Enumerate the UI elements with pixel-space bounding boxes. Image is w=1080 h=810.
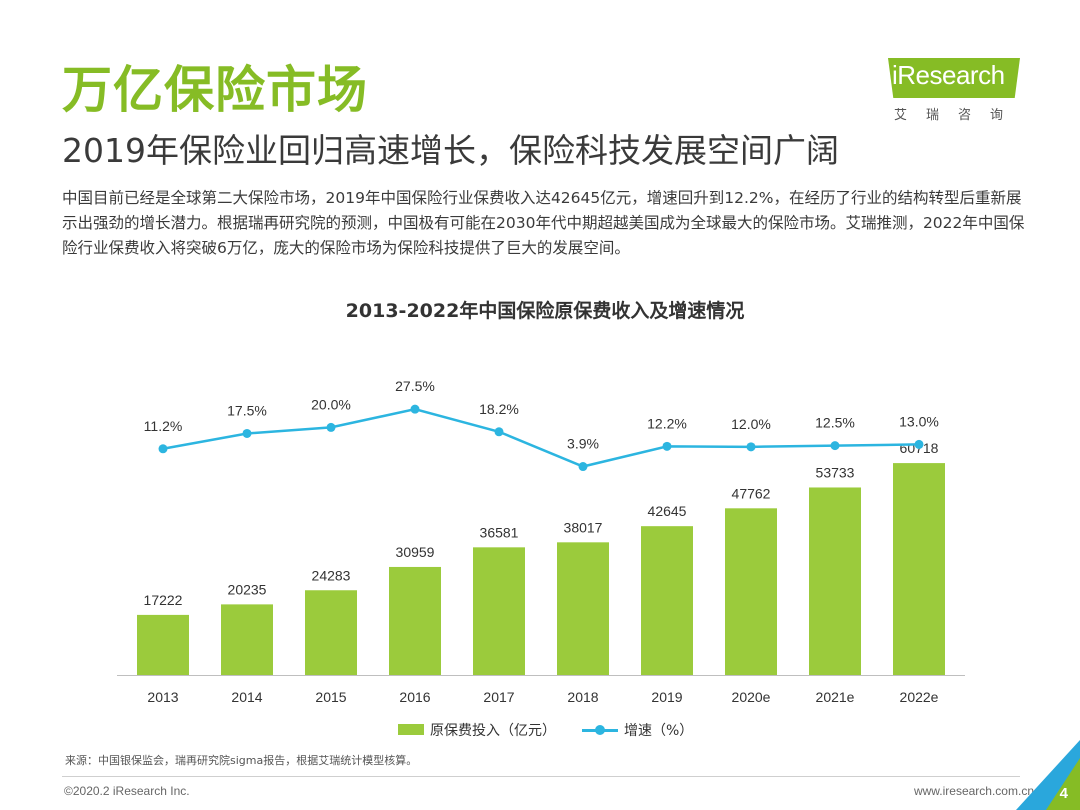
corner-decoration: 4 — [1016, 740, 1080, 810]
bar-value-label: 38017 — [564, 519, 603, 535]
growth-point — [242, 428, 252, 438]
x-tick-label: 2018 — [567, 689, 598, 705]
intro-paragraph: 中国目前已经是全球第二大保险市场，2019年中国保险行业保费收入达42645亿元… — [62, 189, 1025, 257]
logo-wordmark: iResearch — [892, 60, 1005, 90]
bar — [725, 508, 777, 675]
bar-value-label: 20235 — [228, 581, 267, 597]
bar-value-label: 53733 — [816, 464, 855, 480]
legend-bar-swatch — [398, 724, 424, 735]
bar — [221, 604, 273, 675]
iresearch-logo: iResearch 艾瑞咨询 — [882, 58, 1022, 128]
growth-value-label: 11.2% — [144, 418, 183, 434]
growth-point — [326, 422, 336, 432]
page-subtitle: 2019年保险业回归高速增长，保险科技发展空间广阔 — [62, 131, 839, 170]
bar-value-label: 17222 — [144, 592, 183, 608]
footer-divider — [62, 776, 1020, 777]
growth-point — [158, 444, 168, 454]
growth-point — [494, 427, 504, 437]
x-tick-label: 2021e — [816, 689, 855, 705]
x-tick-label: 2014 — [231, 689, 262, 705]
bar — [557, 542, 609, 675]
x-tick-label: 2020e — [732, 689, 771, 705]
growth-point — [914, 439, 924, 449]
bar — [389, 566, 441, 675]
x-tick-label: 2015 — [315, 689, 346, 705]
x-tick-label: 2022e — [900, 689, 939, 705]
chart-title: 2013-2022年中国保险原保费收入及增速情况 — [345, 300, 745, 322]
legend-line-label: 增速（%） — [624, 723, 694, 739]
chart-legend: 原保费投入（亿元） 增速（%） — [0, 720, 1080, 740]
x-tick-label: 2016 — [399, 689, 430, 705]
growth-point — [746, 442, 756, 452]
corner-green-triangle — [1046, 758, 1080, 810]
growth-value-label: 17.5% — [227, 402, 267, 418]
growth-value-label: 13.0% — [899, 413, 939, 429]
copyright-text: ©2020.2 iResearch Inc. — [64, 784, 190, 798]
growth-value-label: 20.0% — [311, 396, 351, 412]
source-note: 来源：中国银保监会，瑞再研究院sigma报告，根据艾瑞统计模型核算。 — [65, 754, 418, 767]
growth-point — [830, 441, 840, 451]
page-title: 万亿保险市场 — [62, 61, 368, 119]
growth-line — [162, 407, 920, 468]
bar-value-label: 24283 — [312, 567, 351, 583]
bar-value-label: 47762 — [732, 485, 771, 501]
growth-value-label: 12.2% — [647, 415, 687, 431]
legend-line-marker — [595, 725, 605, 735]
website-link[interactable]: www.iresearch.com.cn — [913, 784, 1034, 798]
logo-tag-shape — [888, 58, 1020, 98]
growth-point — [662, 441, 672, 451]
bar-value-label: 30959 — [396, 544, 435, 560]
bar-value-label: 36581 — [480, 524, 519, 540]
bar-value-label: 42645 — [648, 503, 687, 519]
x-tick-label: 2019 — [651, 689, 682, 705]
growth-value-label: 27.5% — [395, 378, 435, 394]
x-tick-label: 2013 — [147, 689, 178, 705]
bar — [305, 590, 357, 675]
bar — [641, 526, 693, 675]
premium-growth-chart: 17222 2013 20235 2014 24283 2015 30959 2016 3658… — [117, 378, 965, 705]
bar — [893, 463, 945, 675]
bar — [473, 547, 525, 675]
legend-bar-label: 原保费投入（亿元） — [430, 723, 556, 739]
growth-value-label: 12.5% — [815, 415, 855, 431]
growth-point — [578, 462, 588, 472]
growth-value-label: 12.0% — [731, 416, 771, 432]
bar — [137, 614, 189, 675]
logo-chinese-name: 艾瑞咨询 — [894, 108, 1023, 123]
bar — [809, 487, 861, 675]
page-number: 4 — [1059, 785, 1068, 802]
growth-value-label: 3.9% — [567, 436, 599, 452]
growth-point — [410, 404, 420, 414]
growth-value-label: 18.2% — [479, 401, 519, 417]
x-tick-label: 2017 — [483, 689, 514, 705]
